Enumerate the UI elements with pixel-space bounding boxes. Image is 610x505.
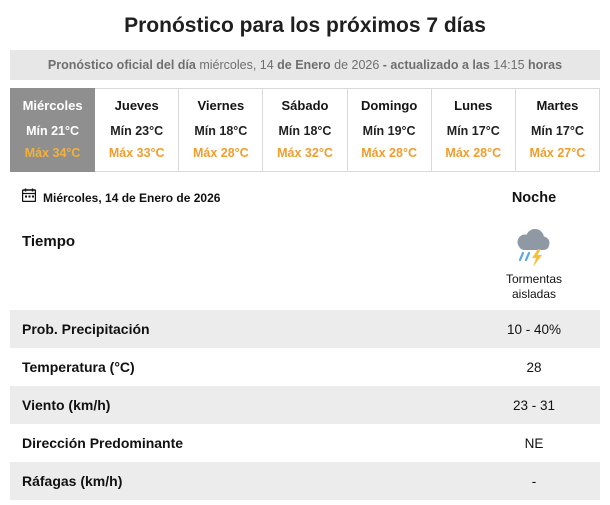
weather-condition-text: Tormentas aisladas bbox=[505, 272, 563, 301]
row-label: Temperatura (°C) bbox=[22, 359, 135, 375]
day-max-temp: Máx 34°C bbox=[24, 146, 81, 160]
row-label: Dirección Predominante bbox=[22, 435, 184, 451]
day-max-temp: Máx 28°C bbox=[445, 146, 502, 160]
weather-condition-section: Tiempo Tormentas aisladas bbox=[10, 215, 600, 310]
day-selector: Miércoles Mín 21°C Máx 34°C Jueves Mín 2… bbox=[10, 88, 600, 172]
day-min-temp: Mín 21°C bbox=[26, 124, 80, 138]
row-label: Prob. Precipitación bbox=[22, 321, 150, 337]
day-tab-jueves[interactable]: Jueves Mín 23°C Máx 33°C bbox=[95, 88, 180, 172]
day-min-temp: Mín 19°C bbox=[362, 124, 416, 138]
table-row-wind-direction: Dirección Predominante NE bbox=[10, 424, 600, 462]
subtitle-segment: miércoles, 14 bbox=[199, 58, 278, 72]
row-value: 28 bbox=[526, 359, 542, 375]
day-tab-lunes[interactable]: Lunes Mín 17°C Máx 28°C bbox=[431, 88, 516, 172]
forecast-subtitle: Pronóstico oficial del día miércoles, 14… bbox=[10, 50, 600, 80]
day-max-temp: Máx 28°C bbox=[192, 146, 249, 160]
day-tab-viernes[interactable]: Viernes Mín 18°C Máx 28°C bbox=[179, 88, 264, 172]
day-tab-martes[interactable]: Martes Mín 17°C Máx 27°C bbox=[515, 88, 600, 172]
day-min-temp: Mín 18°C bbox=[278, 124, 332, 138]
day-max-temp: Máx 28°C bbox=[361, 146, 417, 160]
day-tab-sabado[interactable]: Sábado Mín 18°C Máx 32°C bbox=[263, 88, 348, 172]
row-label: Ráfagas (km/h) bbox=[22, 473, 123, 489]
calendar-icon bbox=[21, 188, 37, 207]
subtitle-segment: 14:15 bbox=[493, 58, 529, 72]
day-name: Miércoles bbox=[22, 98, 83, 113]
day-name: Martes bbox=[536, 98, 579, 113]
day-name: Sábado bbox=[281, 98, 329, 113]
day-name: Viernes bbox=[197, 98, 245, 113]
subtitle-segment: - actualizado a las bbox=[382, 58, 494, 72]
day-name: Lunes bbox=[454, 98, 493, 113]
day-name: Jueves bbox=[114, 98, 159, 113]
table-row-temperature: Temperatura (°C) 28 bbox=[10, 348, 600, 386]
subtitle-segment: horas bbox=[528, 58, 563, 72]
weather-row-label: Tiempo bbox=[22, 233, 76, 250]
period-label: Noche bbox=[511, 189, 557, 206]
page-title: Pronóstico para los próximos 7 días bbox=[124, 14, 486, 37]
subtitle-segment: de Enero bbox=[277, 58, 335, 72]
table-row-precipitation: Prob. Precipitación 10 - 40% bbox=[10, 310, 600, 348]
day-max-temp: Máx 32°C bbox=[277, 146, 333, 160]
day-min-temp: Mín 23°C bbox=[110, 124, 164, 138]
row-value: 23 - 31 bbox=[512, 397, 556, 413]
day-min-temp: Mín 17°C bbox=[446, 124, 500, 138]
day-name: Domingo bbox=[360, 98, 418, 113]
subtitle-segment: de 2026 bbox=[334, 58, 383, 72]
row-value: 10 - 40% bbox=[506, 321, 562, 337]
day-min-temp: Mín 17°C bbox=[530, 124, 584, 138]
table-row-gusts: Ráfagas (km/h) - bbox=[10, 462, 600, 500]
subtitle-segment: Pronóstico oficial del día bbox=[47, 58, 200, 72]
row-value: NE bbox=[524, 435, 544, 451]
selected-date-label: Miércoles, 14 de Enero de 2026 bbox=[43, 190, 221, 205]
selected-date-bar: Miércoles, 14 de Enero de 2026 Noche bbox=[10, 184, 600, 213]
day-min-temp: Mín 18°C bbox=[194, 124, 248, 138]
day-tab-miercoles[interactable]: Miércoles Mín 21°C Máx 34°C bbox=[10, 88, 96, 172]
day-max-temp: Máx 27°C bbox=[529, 146, 586, 160]
table-row-wind: Viento (km/h) 23 - 31 bbox=[10, 386, 600, 424]
day-tab-domingo[interactable]: Domingo Mín 19°C Máx 28°C bbox=[347, 88, 432, 172]
weather-forecast-page: Pronóstico para los próximos 7 días Pron… bbox=[0, 14, 610, 500]
row-value: - bbox=[531, 473, 537, 489]
day-max-temp: Máx 33°C bbox=[108, 146, 165, 160]
storm-cloud-icon bbox=[480, 227, 588, 269]
row-label: Viento (km/h) bbox=[22, 397, 111, 413]
